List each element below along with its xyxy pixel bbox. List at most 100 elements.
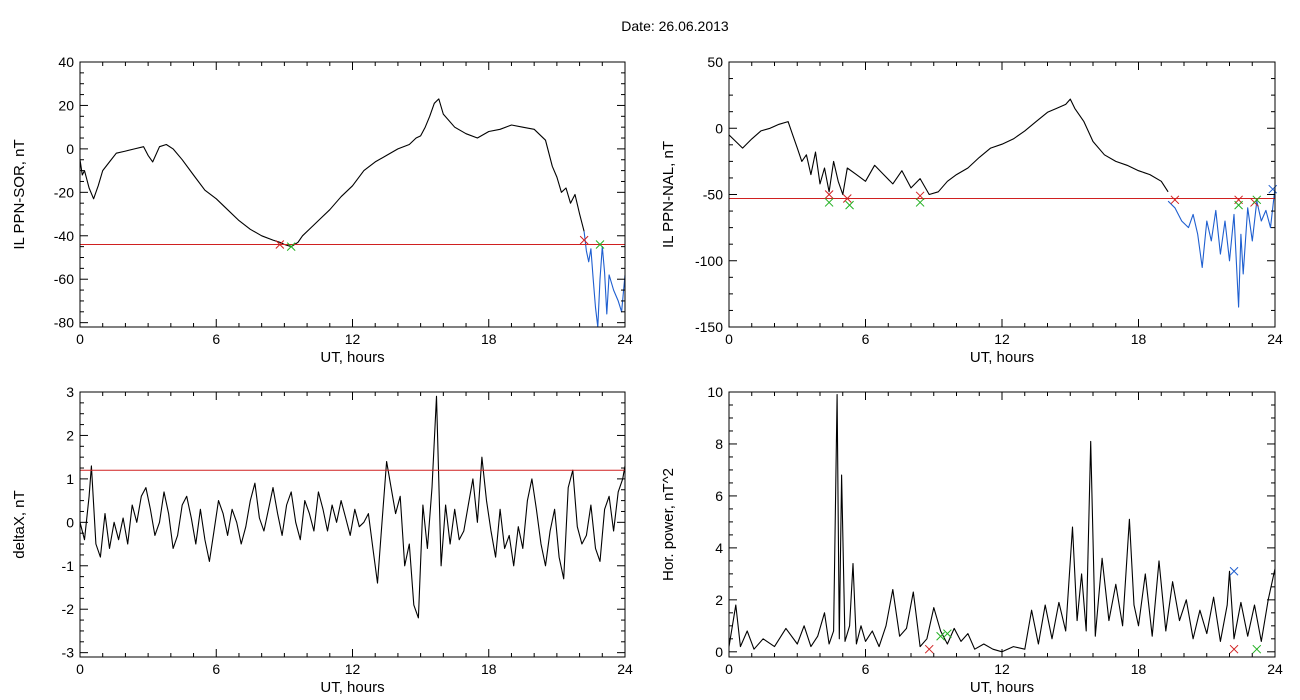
plot-frame (728, 61, 1276, 328)
event-marker (286, 242, 296, 251)
event-marker-stroke (842, 194, 852, 203)
x-axis-label: UT, hours (970, 679, 1034, 696)
y-tick-label: 4 (715, 540, 723, 556)
event-marker (824, 198, 834, 207)
event-marker (924, 644, 934, 654)
y-tick-label: 10 (707, 384, 723, 400)
event-marker (1234, 200, 1243, 210)
event-marker (842, 194, 852, 203)
series-line-event (583, 231, 626, 328)
x-axis-label: UT, hours (970, 349, 1034, 366)
event-marker (1268, 184, 1278, 194)
y-tick-label: 0 (66, 141, 74, 157)
chart-nal: 0 6 12 18 24 -150 -100 -50 0 50 UT, hours IL PPN-NA… (660, 54, 1283, 366)
y-tick-label: 50 (707, 54, 723, 70)
event-marker (845, 200, 854, 210)
y-tick-label: 1 (66, 471, 74, 487)
x-tick-label: 24 (1267, 661, 1283, 677)
chart-sor: 0 6 12 18 24 -80 -60 -40 -20 0 20 40 UT, hours IL PPN… (11, 54, 633, 366)
x-tick-label: 0 (76, 661, 84, 677)
event-marker-stroke (275, 240, 285, 249)
x-tick-label: 0 (76, 331, 84, 347)
y-tick-label: 3 (66, 384, 74, 400)
event-marker-stroke (1234, 200, 1243, 210)
event-marker (943, 629, 952, 638)
x-tick-label: 6 (212, 661, 220, 677)
event-marker-stroke (943, 629, 952, 638)
event-marker-stroke (824, 190, 834, 199)
event-marker (579, 235, 589, 245)
y-tick-label: 20 (58, 97, 74, 113)
event-marker-stroke (1252, 644, 1262, 654)
y-tick-label: -50 (703, 187, 723, 203)
event-marker (936, 631, 945, 641)
series-line-main (728, 394, 1276, 653)
y-tick-label: 2 (66, 427, 74, 443)
series-line-main (79, 395, 626, 619)
y-axis-label: deltaX, nT (11, 490, 28, 558)
event-marker-stroke (579, 235, 589, 245)
event-marker-stroke (595, 240, 605, 249)
x-tick-label: 12 (345, 331, 361, 347)
y-tick-label: -3 (62, 645, 75, 661)
plot-frame (79, 61, 626, 328)
event-marker-stroke (1229, 644, 1239, 654)
event-marker (1252, 644, 1262, 654)
event-marker-stroke (915, 198, 925, 207)
x-tick-label: 18 (1131, 331, 1147, 347)
event-marker-stroke (1170, 195, 1180, 205)
event-marker (1229, 644, 1239, 654)
x-tick-label: 24 (617, 661, 633, 677)
event-marker (275, 240, 285, 249)
y-tick-label: 0 (66, 514, 74, 530)
y-axis-label: IL PPN-NAL, nT (660, 141, 677, 248)
event-marker-stroke (824, 198, 834, 207)
series-line-event (1167, 187, 1276, 308)
y-tick-label: -40 (54, 228, 74, 244)
event-marker (1252, 195, 1262, 205)
x-tick-label: 0 (725, 661, 733, 677)
x-tick-label: 18 (481, 661, 497, 677)
x-tick-label: 24 (1267, 331, 1283, 347)
y-tick-label: 8 (715, 436, 723, 452)
event-marker (915, 198, 925, 207)
plot-frame (728, 391, 1276, 658)
y-axis-label: Hor. power, nT^2 (660, 468, 677, 581)
x-tick-label: 6 (862, 331, 870, 347)
x-tick-label: 18 (481, 331, 497, 347)
event-marker-stroke (1252, 195, 1262, 205)
series-line-main (79, 98, 585, 248)
event-marker (915, 191, 925, 201)
x-tick-label: 6 (862, 661, 870, 677)
y-tick-label: 40 (58, 54, 74, 70)
y-tick-label: -150 (695, 319, 723, 335)
y-tick-label: 0 (715, 644, 723, 660)
event-marker-stroke (286, 242, 296, 251)
page-title: Date: 26.06.2013 (621, 18, 729, 34)
event-marker (1229, 566, 1239, 576)
x-tick-label: 0 (725, 331, 733, 347)
y-axis-label: IL PPN-SOR, nT (11, 139, 28, 249)
series-line-main (728, 98, 1169, 196)
x-tick-label: 12 (994, 331, 1010, 347)
y-tick-label: -1 (62, 558, 75, 574)
event-marker-stroke (936, 631, 945, 641)
event-marker-stroke (924, 644, 934, 654)
event-marker (1170, 195, 1180, 205)
x-tick-label: 24 (617, 331, 633, 347)
y-tick-label: -60 (54, 271, 74, 287)
y-tick-label: -2 (62, 601, 75, 617)
event-marker (595, 240, 605, 249)
y-tick-label: -80 (54, 315, 74, 331)
x-tick-label: 12 (994, 661, 1010, 677)
y-tick-label: -100 (695, 253, 723, 269)
event-marker-stroke (1229, 566, 1239, 576)
event-marker-stroke (845, 200, 854, 210)
event-marker-stroke (915, 191, 925, 201)
event-marker (824, 190, 834, 199)
y-tick-label: -20 (54, 184, 74, 200)
y-tick-label: 0 (715, 120, 723, 136)
